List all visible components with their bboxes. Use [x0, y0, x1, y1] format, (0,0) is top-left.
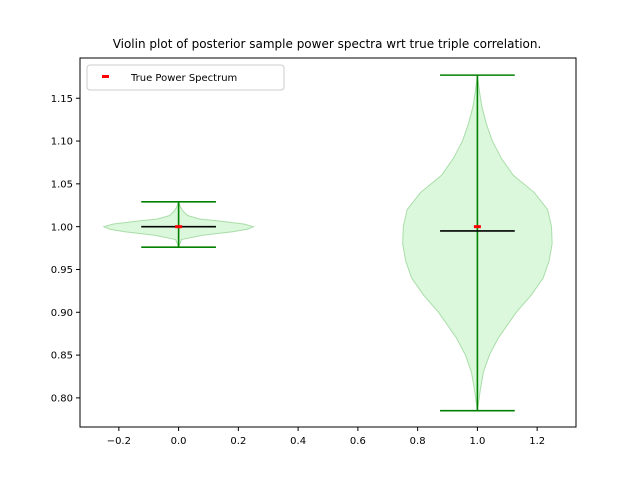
chart-title: Violin plot of posterior sample power sp… — [113, 37, 542, 51]
y-tick-label: 0.95 — [51, 265, 73, 276]
violin-1 — [402, 74, 553, 412]
x-tick-label: 0.0 — [171, 436, 187, 447]
x-tick-label: 0.4 — [290, 436, 306, 447]
x-tick-label: 1.0 — [469, 436, 485, 447]
y-tick-label: 0.90 — [51, 308, 73, 319]
legend-marker — [102, 75, 109, 78]
true-power-spectrum-marker — [175, 225, 183, 229]
y-axis: 0.80 0.85 0.90 0.95 1.00 1.05 1.10 1.15 — [51, 94, 80, 404]
y-tick-label: 1.05 — [51, 179, 73, 190]
true-power-spectrum-marker — [473, 225, 481, 229]
x-tick-label: 1.2 — [529, 436, 545, 447]
legend: True Power Spectrum — [86, 64, 285, 91]
y-tick-label: 1.15 — [51, 94, 73, 105]
x-axis: −0.2 0.0 0.2 0.4 0.6 0.8 1.0 1.2 — [107, 427, 545, 447]
violin-0 — [102, 200, 255, 249]
legend-label: True Power Spectrum — [130, 73, 237, 84]
y-tick-label: 0.85 — [51, 351, 73, 362]
x-tick-label: −0.2 — [107, 436, 131, 447]
legend-box — [86, 64, 285, 91]
x-tick-label: 0.2 — [230, 436, 246, 447]
x-tick-label: 0.8 — [410, 436, 426, 447]
x-tick-label: 0.6 — [350, 436, 366, 447]
y-tick-label: 0.80 — [51, 393, 73, 404]
axes-frame — [79, 57, 577, 428]
y-tick-label: 1.10 — [51, 137, 73, 148]
plot-area — [102, 74, 553, 412]
y-tick-label: 1.00 — [51, 222, 73, 233]
